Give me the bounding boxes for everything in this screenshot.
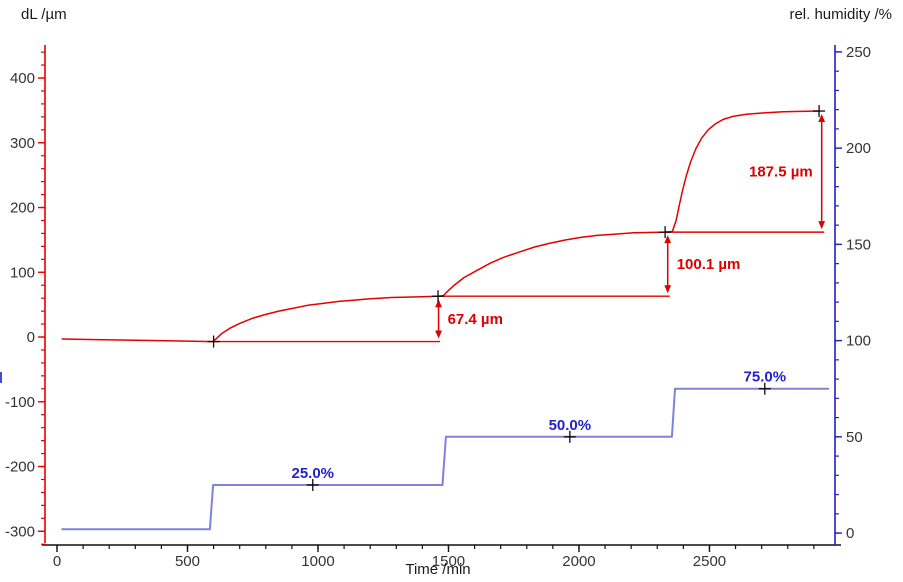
right-tick-label: 150 bbox=[846, 236, 871, 253]
left-tick-label: 200 bbox=[10, 200, 35, 217]
x-tick-label: 1000 bbox=[301, 553, 334, 570]
cross-marker bbox=[813, 105, 826, 118]
arrowhead-down-icon bbox=[818, 221, 826, 230]
right-axis: 250 200 150 100 50 0 bbox=[834, 44, 871, 545]
x-tick-label: 500 bbox=[175, 553, 200, 570]
right-tick-label: 100 bbox=[846, 333, 871, 350]
right-tick-label: 50 bbox=[846, 429, 863, 446]
measurement-arrow: 100.1 µm bbox=[664, 235, 741, 294]
x-tick-label: 1500 bbox=[432, 553, 465, 570]
series-dl-curve bbox=[61, 110, 820, 343]
left-tick-label: 100 bbox=[10, 264, 35, 281]
series-rel-humidity-curve bbox=[61, 387, 830, 531]
left-tick-label: -100 bbox=[5, 394, 35, 411]
clipped-edge-artifact bbox=[0, 372, 2, 383]
cross-marker bbox=[207, 335, 220, 348]
cross-marker bbox=[563, 430, 576, 443]
x-tick-label: 2500 bbox=[693, 553, 726, 570]
cross-marker bbox=[659, 226, 672, 239]
humidity-step-label: 25.0% bbox=[291, 465, 334, 482]
cross-marker bbox=[758, 382, 771, 395]
left-tick-label: -300 bbox=[5, 523, 35, 540]
left-tick-label: 300 bbox=[10, 135, 35, 152]
left-tick-label: 0 bbox=[27, 329, 35, 346]
right-tick-label: 200 bbox=[846, 140, 871, 157]
humidity-step-label: 75.0% bbox=[744, 369, 787, 386]
arrow-annotation-label: 100.1 µm bbox=[677, 256, 741, 273]
left-tick-label: 400 bbox=[10, 70, 35, 87]
left-axis-title: dL /µm bbox=[21, 6, 67, 23]
measurement-arrow: 67.4 µm bbox=[435, 299, 503, 339]
arrow-annotation-label: 187.5 µm bbox=[749, 164, 813, 181]
left-axis: 400 300 200 100 0 -100 -200 -300 bbox=[5, 45, 46, 545]
x-tick-label: 2000 bbox=[562, 553, 595, 570]
cross-marker bbox=[306, 478, 319, 491]
arrow-annotation-label: 67.4 µm bbox=[448, 311, 503, 328]
arrowhead-down-icon bbox=[664, 285, 672, 294]
cross-marker bbox=[432, 290, 445, 303]
measurement-arrow: 187.5 µm bbox=[749, 114, 826, 230]
right-tick-label: 0 bbox=[846, 525, 854, 542]
x-tick-label: 0 bbox=[53, 553, 61, 570]
humidity-step-label: 50.0% bbox=[549, 417, 592, 434]
arrowhead-up-icon bbox=[818, 114, 826, 123]
arrowhead-down-icon bbox=[435, 330, 442, 339]
x-axis-title: Time /min bbox=[405, 561, 471, 578]
arrowhead-up-icon bbox=[664, 235, 672, 244]
arrowhead-up-icon bbox=[435, 299, 442, 308]
right-axis-title: rel. humidity /% bbox=[789, 6, 892, 23]
right-tick-label: 250 bbox=[846, 44, 871, 61]
left-tick-label: -200 bbox=[5, 459, 35, 476]
x-axis: 0 500 1000 1500 2000 2500 bbox=[42, 544, 841, 570]
